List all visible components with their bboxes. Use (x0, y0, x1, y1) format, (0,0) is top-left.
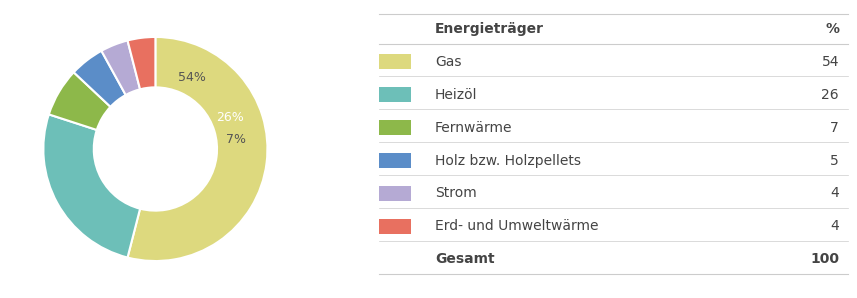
FancyBboxPatch shape (379, 153, 411, 168)
Text: Energieträger: Energieträger (435, 22, 544, 36)
FancyBboxPatch shape (379, 186, 411, 201)
FancyBboxPatch shape (379, 54, 411, 69)
Text: 54%: 54% (178, 71, 206, 84)
FancyBboxPatch shape (379, 219, 411, 234)
Text: Heizöl: Heizöl (435, 88, 477, 102)
Wedge shape (44, 114, 140, 257)
Text: 26%: 26% (216, 111, 243, 124)
Text: 4: 4 (830, 187, 839, 201)
Text: 26: 26 (821, 88, 839, 102)
Text: %: % (825, 22, 839, 36)
Wedge shape (49, 72, 111, 130)
Text: Fernwärme: Fernwärme (435, 121, 512, 135)
Text: Strom: Strom (435, 187, 476, 201)
FancyBboxPatch shape (379, 120, 411, 135)
Text: Erd- und Umweltwärme: Erd- und Umweltwärme (435, 219, 598, 233)
Text: 7%: 7% (225, 134, 246, 146)
Wedge shape (128, 37, 267, 261)
FancyBboxPatch shape (379, 87, 411, 102)
Wedge shape (128, 37, 155, 89)
Text: 100: 100 (810, 252, 839, 266)
Text: Gesamt: Gesamt (435, 252, 494, 266)
Text: 4: 4 (830, 219, 839, 233)
Wedge shape (101, 41, 140, 95)
Wedge shape (74, 51, 126, 107)
Text: 54: 54 (822, 55, 839, 69)
Text: 5: 5 (830, 153, 839, 167)
Text: Gas: Gas (435, 55, 461, 69)
Text: Holz bzw. Holzpellets: Holz bzw. Holzpellets (435, 153, 581, 167)
Text: 7: 7 (830, 121, 839, 135)
